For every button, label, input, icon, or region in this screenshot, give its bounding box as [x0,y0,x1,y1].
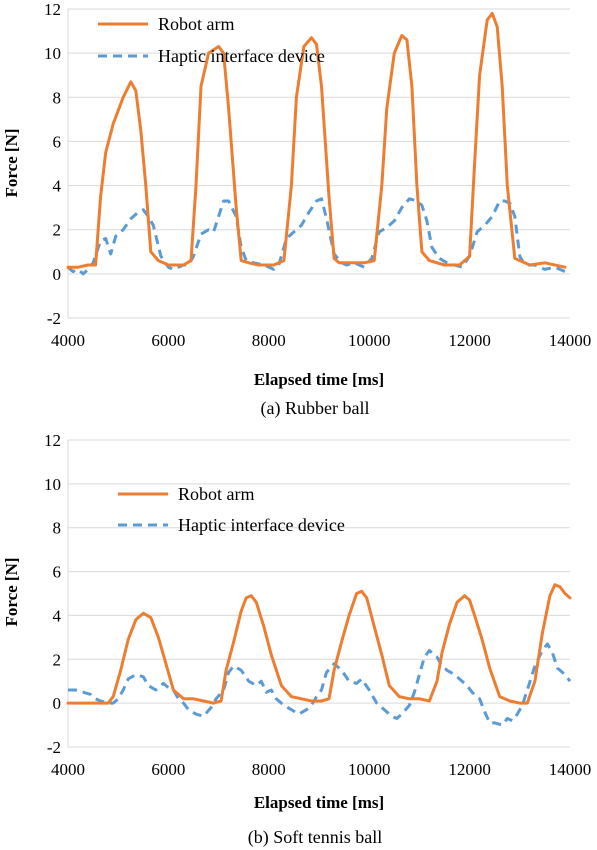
chart-a-tick-labels: -2 0 2 4 6 8 10 12 4000 6000 8000 10000 12000 14000 [44,0,591,350]
chart-a-ylabel: Force [N] [2,128,21,197]
x-tick-label: 14000 [549,760,592,779]
y-tick-label: 0 [53,694,62,713]
y-tick-label: 12 [44,431,61,450]
legend-haptic-label: Haptic interface device [178,515,345,535]
legend-haptic-label: Haptic interface device [158,46,325,66]
chart-b-xlabel: Elapsed time [ms] [254,793,384,812]
y-tick-label: 10 [44,44,61,63]
x-tick-label: 12000 [448,331,491,350]
series-robot-arm-line [66,583,572,705]
chart-a-caption: (a) Rubber ball [261,398,370,419]
y-tick-label: -2 [47,738,61,757]
y-tick-label: -2 [47,309,61,328]
chart-soft-tennis-ball: -2 0 2 4 6 8 10 12 4000 6000 8000 10000 12000 14000 R… [2,431,591,848]
y-tick-label: 8 [53,88,62,107]
legend-robot-label: Robot arm [178,484,255,504]
y-tick-label: 8 [53,519,62,538]
y-tick-label: 2 [53,221,62,240]
chart-rubber-ball: -2 0 2 4 6 8 10 12 4000 6000 8000 10000 12000 14000 R… [2,0,591,419]
y-tick-label: 6 [53,563,62,582]
x-tick-label: 12000 [448,760,491,779]
x-tick-label: 14000 [549,331,592,350]
x-tick-label: 8000 [252,760,286,779]
y-tick-label: 2 [53,650,62,669]
x-tick-label: 10000 [348,760,391,779]
y-tick-label: 4 [53,606,62,625]
y-tick-label: 10 [44,475,61,494]
chart-b-caption: (b) Soft tennis ball [248,827,382,848]
y-tick-label: 12 [44,0,61,19]
x-tick-label: 6000 [151,760,185,779]
y-tick-label: 0 [53,265,62,284]
chart-a-xlabel: Elapsed time [ms] [254,370,384,389]
chart-b-ylabel: Force [N] [2,557,21,626]
chart-a-legend: Robot arm Haptic interface device [98,14,325,66]
chart-b-gridlines [67,439,570,748]
chart-b-series [66,583,572,727]
x-tick-label: 4000 [51,760,85,779]
y-tick-label: 4 [53,177,62,196]
x-tick-label: 10000 [348,331,391,350]
x-tick-label: 8000 [252,331,286,350]
series-haptic-device-line [67,197,566,276]
chart-a-gridlines [67,8,570,319]
chart-b-tick-labels: -2 0 2 4 6 8 10 12 4000 6000 8000 10000 12000 14000 [44,431,591,779]
series-robot-arm-line [66,11,567,269]
y-tick-label: 6 [53,132,62,151]
legend-robot-label: Robot arm [158,14,235,34]
series-haptic-device-line [68,642,572,727]
chart-a-series [66,11,567,276]
x-tick-label: 4000 [51,331,85,350]
chart-b-legend: Robot arm Haptic interface device [118,484,345,535]
x-tick-label: 6000 [151,331,185,350]
